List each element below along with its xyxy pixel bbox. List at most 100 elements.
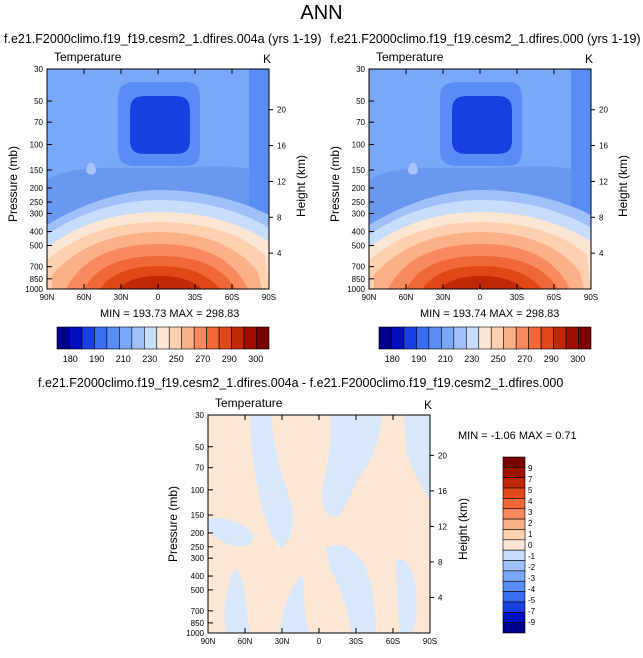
x-tick-label: 90N [40,293,55,302]
y-tick-label: 400 [352,228,366,237]
y-tick-label: 70 [195,464,204,473]
colorbar-label: 190 [89,354,104,364]
y-tick-label: 50 [34,97,43,106]
colorbar-box [502,539,526,551]
colorbar-label: -4 [528,585,536,594]
colorbar-label: 250 [491,354,506,364]
colorbar-box [502,601,526,613]
colorbar-box [441,326,455,350]
y-tick-label: 50 [356,97,365,106]
y-tick-label: 100 [30,141,44,150]
colorbar-box [243,326,257,350]
panel-title-1: f.e21.F2000climo.f19_f19.cesm2_1.dfires.… [4,32,322,46]
y-tick-label: 400 [191,572,205,581]
colorbar-label: 270 [195,354,210,364]
y-tick-label: 700 [352,263,366,272]
y-tick-label: 500 [352,242,366,251]
height-tick-label: 4 [599,249,604,258]
y-tick-label: 300 [352,209,366,218]
colorbar-box [578,326,592,350]
colorbar-label: 180 [385,354,400,364]
y-tick-label: 150 [30,166,44,175]
colorbar-box [490,326,505,350]
y-tick-label: 100 [352,141,366,150]
x-tick-label: 30S [349,637,363,646]
colorbar-label: 3 [528,508,533,517]
colorbar-box [156,326,170,350]
y-tick-label: 1000 [347,285,365,294]
colorbar-box [502,622,526,634]
colorbar-box [502,487,526,499]
colorbar-box [502,518,526,530]
x-tick-label: 90N [362,293,377,302]
contour-band [130,96,190,154]
colorbar-label: 270 [517,354,532,364]
contour-band [250,415,293,548]
colorbar-label: 210 [116,354,131,364]
colorbar-box [502,477,526,489]
colorbar-label: -2 [528,563,536,572]
colorbar-box [391,326,405,350]
colorbar-box [193,326,207,350]
minmax-2: MIN = 193.74 MAX = 298.83 [420,308,560,320]
x-tick-label: 60S [386,637,400,646]
x-tick-label: 0 [478,293,483,302]
colorbar-box [143,326,158,350]
height-tick-label: 16 [599,142,608,151]
colorbar-label: -1 [528,552,536,561]
height-tick-label: 12 [599,177,608,186]
colorbar-box [502,580,526,592]
x-tick-label: 30S [188,293,202,302]
colorbar-box [206,326,220,350]
height-tick-label: 12 [438,522,447,531]
y-tick-label: 30 [356,65,365,74]
colorbar-label: 290 [544,354,559,364]
contour-fill-1 [47,69,269,289]
contour-fill-2 [369,69,591,289]
x-tick-label: 90S [262,293,276,302]
y-tick-label: 1000 [25,285,43,294]
colorbar-box [465,326,480,350]
height-tick-label: 20 [599,106,608,115]
y-tick-label: 250 [352,198,366,207]
variable-label-1: Temperature [54,50,122,64]
unit-label-1: K [263,52,272,66]
contour-band [224,568,250,633]
contour-band [404,415,430,500]
y-tick-label: 850 [191,619,205,628]
y-tick-label: 300 [191,554,205,563]
contour-band [280,574,310,633]
y-tick-label: 850 [30,275,44,284]
colorbar-label: -9 [528,618,536,627]
height-tick-label: 20 [438,451,447,460]
colorbar-label: 7 [528,475,533,484]
y-tick-label: 200 [30,184,44,193]
colorbar-box [181,326,195,350]
colorbar-box [502,591,526,603]
x-tick-label: 90N [201,637,216,646]
colorbar-box [502,456,526,468]
colorbar-box [515,326,529,350]
colorbar-box [119,326,133,350]
contour-band [321,415,382,517]
colorbar-box [502,529,526,541]
colorbar-box [256,326,270,350]
y-tick-label: 700 [30,263,44,272]
height-tick-label: 8 [277,213,282,222]
x-tick-label: 90S [423,637,437,646]
colorbar-label: 190 [411,354,426,364]
colorbar-box [565,326,579,350]
colorbar-3: 9 7 5 4 3 2 1 0 -1 -2 -3 -4 -5 -7 -9 [502,456,536,634]
colorbar-box [81,326,95,350]
axis-ticks-1: 90N 60N 30N 0 30S 60S 90S 30 50 70 100 150 200 250 300… [25,65,286,302]
y-tick-label: 500 [30,242,44,251]
y-tick-label: 400 [30,228,44,237]
panel-title-2: f.e21.F2000climo.f19_f19.cesm2_1.dfires.… [330,32,641,46]
variable-label-2: Temperature [376,50,444,64]
y-tick-label: 700 [191,607,205,616]
colorbar-box [131,326,145,350]
y-tick-label: 200 [191,529,205,538]
minmax-3: MIN = -1.06 MAX = 0.71 [458,430,577,442]
colorbar-box [453,326,467,350]
colorbar-box [378,326,392,350]
